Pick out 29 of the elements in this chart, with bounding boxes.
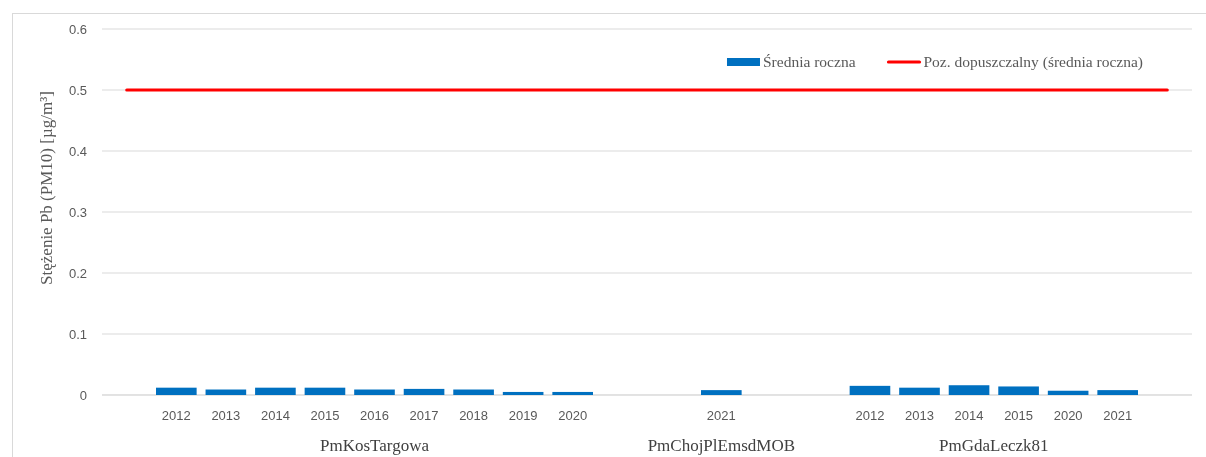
y-tick-label: 0.6 — [68, 21, 87, 37]
y-axis-title: Stężenie Pb (PM10) [µg/m³] — [36, 91, 56, 285]
y-tick-label: 0.5 — [68, 82, 87, 98]
x-tick-label: 2013 — [905, 407, 934, 423]
x-tick-label: 2019 — [508, 407, 538, 423]
x-tick-label: 2013 — [211, 407, 241, 423]
y-tick-label: 0.2 — [68, 265, 87, 281]
text: PmKosTargowa — [320, 435, 430, 455]
text: PmChojPlEmsdMOB — [647, 435, 796, 455]
legend-label: Poz. dopuszczalny (średnia roczna) — [923, 53, 1144, 72]
text: PmGdaLeczk81 — [939, 435, 1049, 455]
x-tick-label: 2018 — [459, 407, 489, 423]
x-tick-label: 2020 — [1053, 407, 1083, 423]
x-tick-label: 2017 — [409, 407, 439, 423]
y-tick-label: 0 — [79, 387, 87, 403]
x-tick-label: 2015 — [310, 407, 340, 423]
x-tick-label: 2014 — [954, 407, 984, 423]
x-tick-label: 2014 — [260, 407, 290, 423]
y-tick-label: 0.1 — [68, 326, 87, 342]
x-tick-label: 2012 — [855, 407, 885, 423]
x-tick-label: 2015 — [1004, 407, 1034, 423]
x-tick-label: 2021 — [706, 407, 736, 423]
y-tick-label: 0.4 — [68, 143, 87, 159]
x-tick-label: 2016 — [360, 407, 389, 423]
x-tick-label: 2020 — [558, 407, 588, 423]
x-tick-label: 2012 — [161, 407, 191, 423]
x-tick-label: 2021 — [1103, 407, 1133, 423]
legend-label: Średnia roczna — [762, 53, 856, 71]
y-tick-label: 0.3 — [68, 204, 87, 220]
